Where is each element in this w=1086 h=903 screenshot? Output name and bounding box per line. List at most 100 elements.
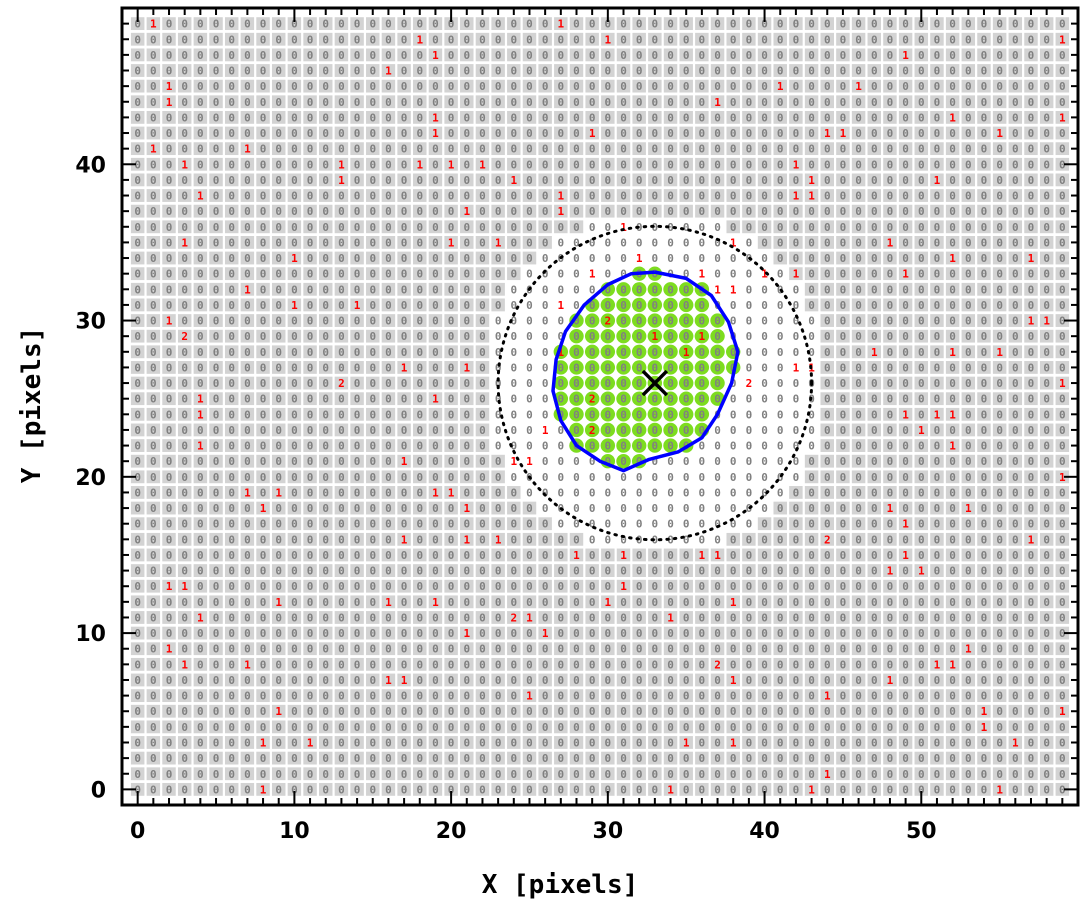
pixel-zero-value: 0: [636, 752, 643, 765]
pixel-count-value: 1: [793, 361, 800, 374]
pixel-zero-value: 0: [495, 705, 502, 718]
pixel-zero-value: 0: [322, 690, 329, 703]
pixel-zero-value: 0: [808, 627, 815, 640]
pixel-zero-value: 0: [573, 768, 580, 781]
pixel-zero-value: 0: [385, 658, 392, 671]
pixel-zero-value: 0: [495, 315, 502, 328]
pixel-zero-value: 0: [730, 408, 737, 421]
pixel-zero-value: 0: [730, 705, 737, 718]
pixel-zero-value: 0: [213, 565, 220, 578]
pixel-zero-value: 0: [463, 705, 470, 718]
pixel-zero-value: 0: [746, 346, 753, 359]
pixel-zero-value: 0: [291, 674, 298, 687]
pixel-zero-value: 0: [448, 690, 455, 703]
pixel-zero-value: 0: [307, 627, 314, 640]
pixel-zero-value: 0: [401, 643, 408, 656]
pixel-cell: [710, 720, 725, 734]
pixel-zero-value: 0: [558, 565, 565, 578]
pixel-zero-value: 0: [683, 393, 690, 406]
pixel-zero-value: 0: [777, 408, 784, 421]
pixel-zero-value: 0: [589, 783, 596, 796]
pixel-cell: [444, 689, 458, 703]
pixel-zero-value: 0: [887, 627, 894, 640]
pixel-cell: [679, 673, 693, 687]
pixel-zero-value: 0: [228, 783, 235, 796]
pixel-zero-value: 0: [244, 361, 251, 374]
pixel-zero-value: 0: [181, 549, 188, 562]
pixel-zero-value: 0: [338, 424, 345, 437]
pixel-zero-value: 0: [871, 471, 878, 484]
pixel-zero-value: 0: [1059, 533, 1066, 546]
pixel-zero-value: 0: [244, 596, 251, 609]
pixel-zero-value: 0: [558, 361, 565, 374]
pixel-zero-value: 0: [620, 721, 627, 734]
pixel-zero-value: 0: [275, 721, 282, 734]
pixel-cell: [350, 673, 364, 687]
pixel-zero-value: 0: [166, 393, 173, 406]
pixel-zero-value: 0: [354, 783, 361, 796]
pixel-cell: [319, 767, 333, 781]
pixel-zero-value: 0: [479, 736, 486, 749]
pixel-zero-value: 0: [777, 361, 784, 374]
pixel-zero-value: 0: [526, 752, 533, 765]
pixel-zero-value: 0: [244, 752, 251, 765]
pixel-cell: [851, 751, 866, 765]
pixel-zero-value: 0: [871, 549, 878, 562]
pixel-zero-value: 0: [542, 533, 549, 546]
pixel-zero-value: 0: [213, 377, 220, 390]
pixel-zero-value: 0: [589, 408, 596, 421]
pixel-cell: [177, 751, 192, 765]
pixel-zero-value: 0: [902, 471, 909, 484]
pixel-zero-value: 0: [1028, 565, 1035, 578]
pixel-zero-value: 0: [228, 346, 235, 359]
pixel-zero-value: 0: [699, 533, 706, 546]
pixel-zero-value: 0: [463, 580, 470, 593]
pixel-zero-value: 0: [260, 330, 267, 343]
pixel-cell: [977, 720, 991, 734]
pixel-zero-value: 0: [495, 596, 502, 609]
pixel-zero-value: 0: [887, 783, 894, 796]
pixel-cell: [648, 673, 662, 687]
pixel-cell: [632, 736, 646, 749]
pixel-zero-value: 0: [244, 611, 251, 624]
pixel-cell: [726, 673, 740, 687]
pixel-cell: [507, 720, 521, 734]
pixel-zero-value: 0: [291, 455, 298, 468]
pixel-zero-value: 0: [354, 533, 361, 546]
pixel-count-value: 1: [824, 768, 831, 781]
pixel-zero-value: 0: [573, 721, 580, 734]
pixel-zero-value: 0: [855, 783, 862, 796]
pixel-zero-value: 0: [181, 377, 188, 390]
pixel-zero-value: 0: [824, 377, 831, 390]
pixel-zero-value: 0: [918, 611, 925, 624]
pixel-cell: [742, 751, 756, 765]
pixel-zero-value: 0: [291, 627, 298, 640]
pixel-zero-value: 0: [322, 393, 329, 406]
pixel-zero-value: 0: [1012, 361, 1019, 374]
pixel-zero-value: 0: [542, 408, 549, 421]
pixel-zero-value: 0: [652, 424, 659, 437]
pixel-count-value: 1: [166, 643, 173, 656]
pixel-zero-value: 0: [714, 643, 721, 656]
pixel-zero-value: 0: [197, 346, 204, 359]
pixel-zero-value: 0: [1059, 768, 1066, 781]
pixel-zero-value: 0: [871, 768, 878, 781]
pixel-zero-value: 0: [260, 674, 267, 687]
pixel-zero-value: 0: [683, 502, 690, 515]
pixel-zero-value: 0: [965, 533, 972, 546]
pixel-zero-value: 0: [385, 549, 392, 562]
pixel-zero-value: 0: [840, 580, 847, 593]
pixel-zero-value: 0: [793, 393, 800, 406]
pixel-cell: [460, 673, 474, 687]
pixel-zero-value: 0: [981, 783, 988, 796]
pixel-zero-value: 0: [573, 627, 580, 640]
pixel-cell: [507, 704, 521, 718]
pixel-zero-value: 0: [573, 658, 580, 671]
pixel-cell: [961, 767, 976, 781]
pixel-zero-value: 0: [275, 377, 282, 390]
pixel-zero-value: 0: [934, 471, 941, 484]
pixel-zero-value: 0: [542, 393, 549, 406]
pixel-zero-value: 0: [401, 549, 408, 562]
pixel-zero-value: 0: [322, 330, 329, 343]
pixel-zero-value: 0: [761, 611, 768, 624]
